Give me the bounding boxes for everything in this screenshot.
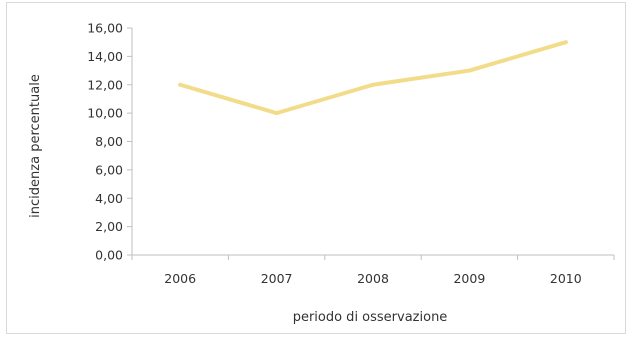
y-axis: 0,00 2,00 4,00 6,00 8,00 10,00 12,00 14,00 16,00 bbox=[87, 21, 133, 263]
y-tick-label: 10,00 bbox=[87, 106, 123, 121]
y-tick-label: 14,00 bbox=[87, 49, 123, 64]
y-tick-label: 8,00 bbox=[95, 134, 123, 149]
series-line bbox=[178, 40, 568, 116]
x-tick-label: 2006 bbox=[164, 271, 196, 286]
data-point bbox=[178, 82, 183, 87]
y-tick-label: 4,00 bbox=[95, 191, 123, 206]
x-axis-title: periodo di osservazione bbox=[293, 310, 448, 325]
y-tick-label: 16,00 bbox=[87, 21, 123, 36]
y-tick-label: 2,00 bbox=[95, 219, 123, 234]
y-tick-label: 12,00 bbox=[87, 77, 123, 92]
data-point bbox=[371, 82, 375, 87]
y-tick-label: 0,00 bbox=[95, 248, 123, 263]
data-point bbox=[467, 68, 472, 73]
x-tick-label: 2010 bbox=[550, 271, 582, 286]
x-tick-label: 2007 bbox=[261, 271, 293, 286]
y-tick-label: 6,00 bbox=[95, 162, 123, 177]
series-group bbox=[178, 40, 568, 116]
x-tick-label: 2008 bbox=[357, 271, 389, 286]
x-axis: 2006 2007 2008 2009 2010 bbox=[131, 254, 615, 286]
y-axis-title: incidenza percentuale bbox=[28, 74, 43, 218]
data-point bbox=[274, 111, 279, 116]
x-tick-label: 2009 bbox=[453, 271, 485, 286]
data-point bbox=[563, 40, 568, 45]
chart-frame bbox=[6, 2, 626, 334]
